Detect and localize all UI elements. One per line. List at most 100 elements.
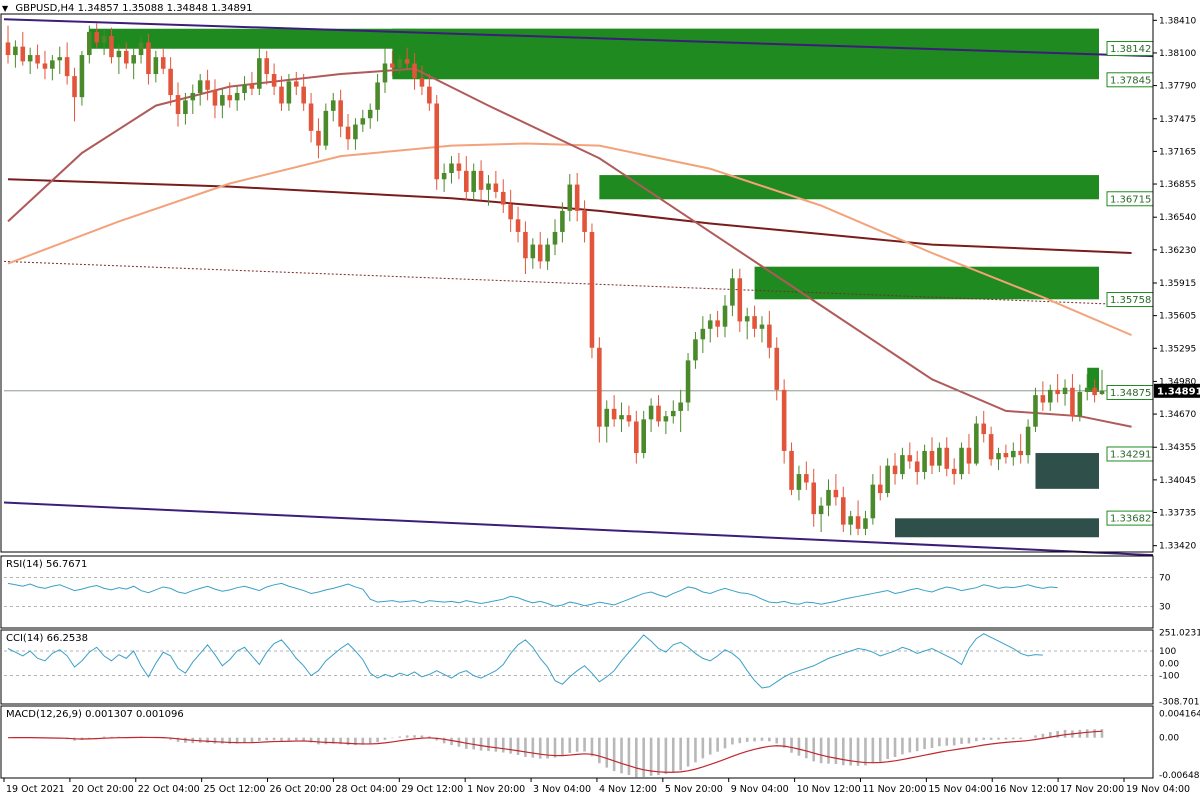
candle-body (1084, 387, 1090, 392)
chart-title: GBPUSD,H4 1.34857 1.35088 1.34848 1.3489… (15, 3, 253, 14)
candle-body (146, 42, 151, 75)
candle (508, 189, 513, 232)
candle (57, 46, 63, 75)
candle (840, 486, 846, 532)
zone-6 (895, 518, 1099, 538)
macd-histogram-bar (1011, 737, 1015, 740)
price-pane (3, 18, 1154, 557)
candle-body (804, 474, 809, 483)
candle-body (781, 389, 787, 451)
candle-body (744, 316, 750, 322)
candle-body (116, 50, 122, 58)
level-label: 1.33682 (1110, 514, 1151, 525)
candle (597, 337, 602, 443)
candle (382, 47, 388, 93)
candle (530, 238, 536, 269)
zone-2 (599, 175, 1099, 200)
macd-histogram-bar (834, 737, 838, 765)
level-label: 1.35758 (1110, 295, 1151, 306)
macd-histogram-bar (228, 737, 232, 744)
level-label: 1.38142 (1110, 44, 1151, 55)
candle-body (390, 63, 395, 68)
macd-histogram-bar (294, 737, 298, 741)
macd-histogram-bar (827, 737, 830, 764)
candle-body (57, 57, 63, 61)
chevron-down-icon[interactable]: ▼ (2, 4, 9, 13)
price-tick-label: 1.38410 (1159, 16, 1196, 26)
candle-body (412, 63, 417, 79)
candle (1025, 419, 1031, 464)
candle-body (227, 95, 233, 101)
candle-body (35, 55, 40, 64)
macd-histogram-bar (812, 737, 816, 762)
macd-histogram-bar (546, 737, 549, 759)
macd-histogram-bar (102, 736, 106, 738)
candle (434, 95, 440, 190)
macd-histogram-bar (1093, 729, 1096, 738)
macd-histogram-bar (501, 737, 505, 753)
candle (914, 450, 920, 485)
candle-body (367, 109, 373, 119)
candle-body (685, 360, 691, 403)
candle (789, 442, 794, 496)
macd-histogram-bar (893, 737, 897, 757)
candle (493, 170, 499, 199)
macd-histogram-bar (989, 737, 993, 740)
macd-histogram-bar (265, 737, 269, 741)
macd-histogram-bar (516, 737, 520, 755)
price-tick-label: 1.34355 (1159, 443, 1196, 453)
price-tick-label: 1.34980 (1159, 377, 1196, 387)
time-tick-label: 22 Oct 04:00 (138, 784, 200, 795)
candle (5, 25, 11, 64)
candle (456, 152, 462, 180)
indicator-tick-label: 0.004164 (1159, 710, 1200, 720)
candle-body (382, 63, 388, 83)
macd-histogram-bar (701, 737, 705, 759)
candle (744, 307, 750, 340)
candle-body (937, 447, 942, 466)
macd-histogram-bar (878, 737, 882, 762)
candle-body (434, 103, 440, 180)
candle (560, 202, 565, 243)
candle-body (619, 415, 624, 420)
candle-body (293, 81, 299, 87)
candle-body (5, 42, 11, 56)
candle-body (944, 447, 950, 469)
macd-histogram-bar (339, 737, 342, 745)
candle (330, 92, 336, 122)
macd-histogram-bar (768, 737, 771, 742)
candle-body (545, 244, 550, 262)
candle-body (249, 84, 255, 89)
candle-body (530, 244, 536, 259)
macd-histogram-bar (413, 735, 416, 738)
candle-body (826, 489, 831, 506)
candle (759, 316, 765, 343)
candle-body (567, 184, 573, 211)
candle-body (1077, 391, 1083, 417)
candle (449, 156, 454, 184)
candle (397, 55, 403, 75)
candle-body (737, 278, 743, 322)
candle-body (168, 68, 173, 96)
candle (634, 410, 639, 464)
time-tick-label: 11 Nov 20:00 (862, 784, 926, 795)
candle (500, 179, 506, 213)
macd-histogram-bar (331, 737, 335, 744)
candle-body (996, 453, 1001, 460)
macd-histogram-bar (679, 737, 682, 771)
price-tick-label: 1.35605 (1159, 312, 1196, 322)
indicator-tick-label: 251.0231 (1159, 628, 1200, 638)
macd-histogram-bar (731, 737, 734, 745)
current-price-tag (1154, 383, 1200, 398)
candle (685, 353, 691, 411)
macd-histogram-bar (945, 737, 949, 746)
macd-histogram-bar (960, 737, 963, 744)
candle (234, 86, 240, 111)
macd-histogram-bar (805, 737, 808, 759)
candle-body (966, 447, 972, 464)
macd-histogram-bar (790, 737, 793, 753)
macd-histogram-bar (612, 737, 616, 772)
candle-body (670, 410, 676, 417)
candle-body (678, 402, 683, 411)
